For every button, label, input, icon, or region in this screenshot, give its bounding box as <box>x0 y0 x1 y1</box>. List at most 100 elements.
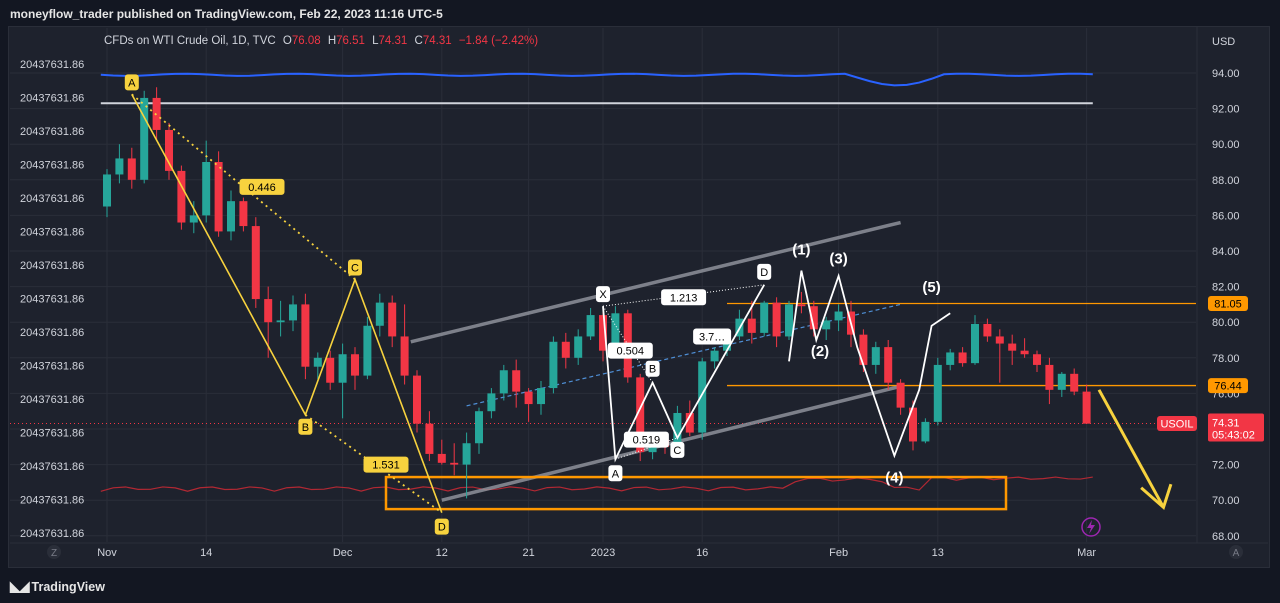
price-level-tag: 76.44 <box>1208 378 1248 394</box>
candle <box>103 169 111 218</box>
candle-body <box>1045 364 1054 390</box>
axis-button-left[interactable]: Z <box>47 545 61 559</box>
candle <box>127 147 136 189</box>
candle-body <box>202 162 211 216</box>
candle-body <box>140 97 149 180</box>
candle <box>537 380 545 415</box>
candle <box>375 293 384 337</box>
candle <box>140 90 149 184</box>
candle-body <box>375 302 384 326</box>
candle <box>561 332 570 369</box>
xabcd-point-label-bg <box>645 360 660 377</box>
harmonic-point-label-text: B <box>302 422 309 434</box>
candle <box>772 297 781 348</box>
left-scale-label: 20437631.86 <box>20 428 84 440</box>
candle-body <box>859 334 868 365</box>
candle-body <box>785 304 793 337</box>
open-label: O <box>282 35 292 47</box>
xabcd-point-label: X <box>596 286 610 303</box>
price-level-tag-bg <box>1208 296 1248 312</box>
candle <box>710 347 719 369</box>
harmonic-point-label-bg <box>348 259 362 276</box>
xabcd-point-label-text: B <box>649 364 656 376</box>
candle <box>301 293 310 380</box>
close-label: C <box>414 35 423 47</box>
candle <box>958 347 967 367</box>
tradingview-logo: ◣◢ TradingView <box>10 578 105 595</box>
candle-body <box>1020 350 1029 355</box>
candle-body <box>809 306 818 330</box>
candle-body <box>1008 343 1017 351</box>
candle <box>933 357 942 426</box>
candle <box>983 318 992 342</box>
left-scale-label: 20437631.86 <box>20 394 84 406</box>
candle-body <box>400 336 409 376</box>
candle <box>760 300 769 337</box>
candle-body <box>524 391 533 405</box>
elliott-wave-label: (4) <box>885 469 903 486</box>
symbol-name[interactable]: CFDs on WTI Crude Oil, 1D, TVC <box>104 35 276 47</box>
price-tick-label: 94.00 <box>1212 68 1240 80</box>
symbol-price-tag-text: USOIL <box>1160 418 1193 430</box>
candle-body <box>760 302 769 333</box>
candle <box>822 316 831 340</box>
symbol-legend: CFDs on WTI Crude Oil, 1D, TVC O76.08 H7… <box>104 35 538 47</box>
left-scale-label: 20437631.86 <box>20 461 84 473</box>
harmonic-point-label-bg <box>434 518 449 535</box>
candle <box>921 418 930 444</box>
price-level-tag-text: 81.05 <box>1214 299 1242 311</box>
price-tick-label: 80.00 <box>1212 317 1240 329</box>
candle-body <box>437 453 446 463</box>
time-tick-label: 14 <box>200 547 212 559</box>
candle <box>487 388 496 419</box>
price-level-tag: 81.05 <box>1208 296 1248 312</box>
axis-button-right[interactable]: A <box>1229 545 1243 559</box>
harmonic-extension-dotted <box>304 414 443 514</box>
candle <box>437 439 446 465</box>
currency-label: USD <box>1212 36 1235 48</box>
price-tick-label: 86.00 <box>1212 210 1240 222</box>
candle <box>313 352 322 380</box>
elliott-wave-label: (3) <box>829 250 847 267</box>
left-scale-label: 20437631.86 <box>20 126 84 138</box>
candle <box>425 411 434 462</box>
high-value: 76.51 <box>336 35 365 47</box>
candle <box>834 304 843 332</box>
axis-button-right-text: A <box>1233 548 1240 559</box>
time-tick-label: Feb <box>829 547 848 559</box>
candle <box>499 364 508 401</box>
harmonic-point-label-text: C <box>351 262 359 274</box>
xabcd-point-label-text: C <box>673 445 681 457</box>
close-value: 74.31 <box>422 35 452 47</box>
candle-body <box>177 170 186 223</box>
tradingview-mark-icon: ◣◢ <box>10 578 29 594</box>
projection-arrow-head <box>1140 483 1173 510</box>
candle-body <box>499 370 508 394</box>
price-tick-label: 92.00 <box>1212 104 1240 116</box>
candle <box>202 140 211 223</box>
lightning-icon-bolt <box>1087 520 1095 534</box>
candle <box>326 350 335 390</box>
candle <box>896 379 905 415</box>
candle-body <box>103 174 111 207</box>
candle-body <box>673 412 682 447</box>
harmonic-point-label-text: D <box>438 522 446 534</box>
published-caption: moneyflow_trader published on TradingVie… <box>10 7 443 21</box>
candle-body <box>636 377 645 453</box>
xabcd-ratio-label-text: 3.7… <box>699 331 725 343</box>
candle <box>549 336 558 394</box>
axis-button-right-bg <box>1229 545 1243 559</box>
candle <box>797 291 806 314</box>
candle-body <box>462 443 471 465</box>
indicator-line-blue <box>100 72 1093 87</box>
candle <box>946 348 955 371</box>
candle-body <box>586 315 595 337</box>
candle <box>177 165 186 230</box>
candle-body <box>512 370 521 392</box>
candle-body <box>946 352 955 365</box>
harmonic-pattern-line <box>131 93 443 513</box>
candle-body <box>1070 373 1079 392</box>
xabcd-point-label-text: A <box>612 468 620 480</box>
